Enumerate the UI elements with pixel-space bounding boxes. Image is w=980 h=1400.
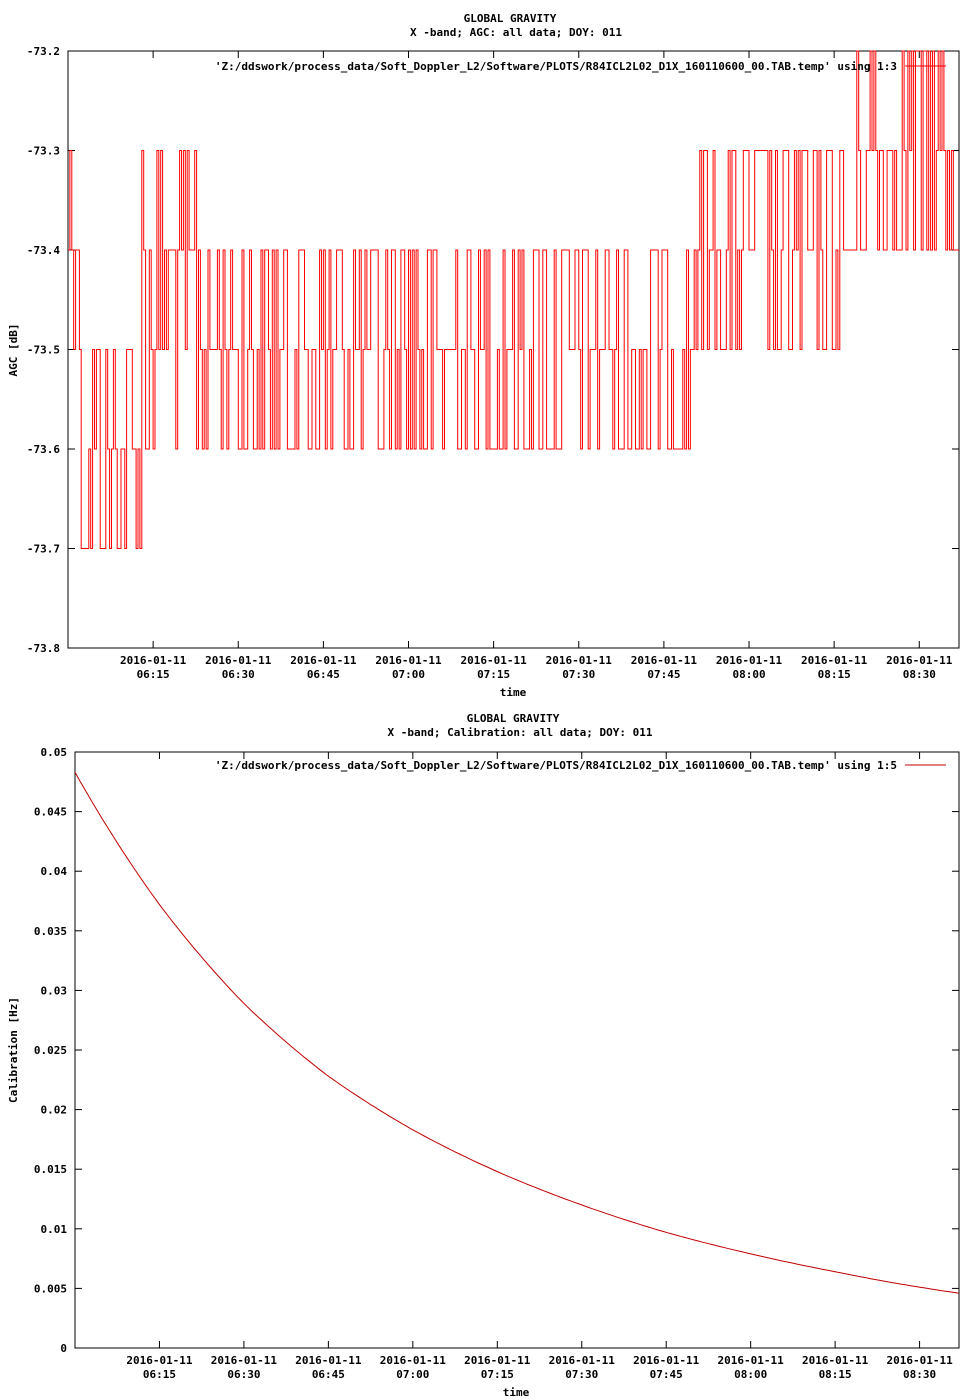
agc-x-tick-time: 08:15 [818,668,851,681]
calibration-x-ticks: 2016-01-1106:152016-01-1106:302016-01-11… [126,752,953,1381]
agc-x-tick-date: 2016-01-11 [290,654,357,667]
calibration-legend: 'Z:/ddswork/process_data/Soft_Doppler_L2… [215,759,946,772]
calibration-chart: GLOBAL GRAVITY X -band; Calibration: all… [7,712,960,1399]
agc-x-tick-date: 2016-01-11 [461,654,528,667]
agc-x-tick-time: 07:00 [392,668,425,681]
agc-series-line [68,50,959,549]
calibration-x-tick-time: 07:15 [481,1368,514,1381]
calibration-plot-frame [74,751,960,1349]
calibration-y-tick-label: 0.015 [34,1163,67,1176]
agc-chart-subtitle: X -band; AGC: all data; DOY: 011 [410,26,622,39]
calibration-chart-subtitle: X -band; Calibration: all data; DOY: 011 [388,726,653,739]
calibration-x-tick-time: 08:00 [734,1368,767,1381]
agc-x-tick-date: 2016-01-11 [546,654,613,667]
agc-legend: 'Z:/ddswork/process_data/Soft_Doppler_L2… [215,60,946,73]
agc-y-tick-label: -73.5 [27,344,60,357]
agc-legend-label: 'Z:/ddswork/process_data/Soft_Doppler_L2… [215,60,897,73]
agc-y-ticks: -73.2 -73.3 -73.4 -73.5 -73.6 -73.7 -73.8 [27,45,959,655]
calibration-y-tick-label: 0.025 [34,1044,67,1057]
calibration-y-tick-label: 0.045 [34,806,67,819]
calibration-y-tick-label: 0.005 [34,1282,67,1295]
agc-y-tick-label: -73.8 [27,642,60,655]
calibration-y-tick-label: 0 [60,1342,67,1355]
agc-x-tick-date: 2016-01-11 [716,654,783,667]
calibration-y-tick-label: 0.035 [34,925,67,938]
agc-chart: GLOBAL GRAVITY X -band; AGC: all data; D… [7,12,960,699]
calibration-y-tick-label: 0.04 [41,865,68,878]
calibration-x-tick-date: 2016-01-11 [718,1354,785,1367]
agc-x-tick-time: 07:15 [477,668,510,681]
calibration-x-axis-label: time [503,1386,530,1399]
agc-x-tick-date: 2016-01-11 [631,654,698,667]
agc-y-tick-label: -73.6 [27,443,60,456]
agc-x-tick-time: 06:45 [307,668,340,681]
calibration-chart-title: GLOBAL GRAVITY [467,712,560,725]
agc-x-tick-time: 07:30 [562,668,595,681]
calibration-x-tick-time: 08:30 [903,1368,936,1381]
calibration-x-tick-time: 06:15 [143,1368,176,1381]
agc-x-tick-time: 07:45 [647,668,680,681]
calibration-y-axis-label: Calibration [Hz] [7,997,20,1103]
agc-chart-title: GLOBAL GRAVITY [464,12,557,25]
calibration-x-tick-time: 07:45 [650,1368,683,1381]
calibration-series-line [74,772,960,1294]
calibration-x-tick-date: 2016-01-11 [549,1354,616,1367]
calibration-x-tick-date: 2016-01-11 [211,1354,278,1367]
agc-x-tick-date: 2016-01-11 [886,654,953,667]
calibration-y-tick-label: 0.03 [41,984,68,997]
agc-x-tick-date: 2016-01-11 [205,654,272,667]
calibration-x-tick-time: 06:30 [227,1368,260,1381]
calibration-y-tick-label: 0.02 [41,1104,68,1117]
agc-x-tick-time: 08:00 [732,668,765,681]
calibration-y-tick-label: 0.05 [41,746,68,759]
calibration-x-tick-date: 2016-01-11 [295,1354,362,1367]
calibration-x-tick-time: 07:00 [396,1368,429,1381]
calibration-y-tick-label: 0.01 [41,1223,68,1236]
calibration-x-tick-date: 2016-01-11 [633,1354,700,1367]
calibration-x-tick-time: 08:15 [819,1368,852,1381]
agc-x-tick-date: 2016-01-11 [801,654,868,667]
calibration-x-tick-time: 07:30 [565,1368,598,1381]
agc-x-tick-time: 06:15 [137,668,170,681]
calibration-x-tick-date: 2016-01-11 [126,1354,193,1367]
calibration-x-tick-date: 2016-01-11 [380,1354,447,1367]
agc-x-tick-date: 2016-01-11 [375,654,442,667]
agc-y-tick-label: -73.7 [27,543,60,556]
calibration-y-ticks: 0.05 0.045 0.04 0.035 0.03 0.025 0.02 0.015 0.01… [34,746,959,1355]
agc-series [68,50,959,549]
agc-y-axis-label: AGC [dB] [7,324,20,377]
calibration-x-tick-date: 2016-01-11 [886,1354,953,1367]
agc-x-tick-date: 2016-01-11 [120,654,187,667]
calibration-series [74,772,960,1294]
agc-y-tick-label: -73.2 [27,45,60,58]
agc-x-ticks: 2016-01-1106:152016-01-1106:302016-01-11… [120,51,953,681]
calibration-legend-label: 'Z:/ddswork/process_data/Soft_Doppler_L2… [215,759,897,772]
agc-x-tick-time: 08:30 [903,668,936,681]
agc-x-axis-label: time [500,686,527,699]
agc-y-tick-label: -73.4 [27,244,60,257]
calibration-x-tick-time: 06:45 [312,1368,345,1381]
agc-y-tick-label: -73.3 [27,145,60,158]
calibration-x-tick-date: 2016-01-11 [464,1354,531,1367]
calibration-x-tick-date: 2016-01-11 [802,1354,869,1367]
agc-x-tick-time: 06:30 [222,668,255,681]
